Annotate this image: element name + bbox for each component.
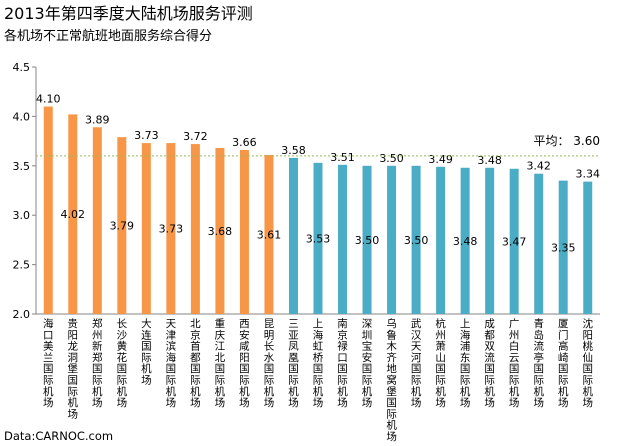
category-label: 昆明长水国际机场 xyxy=(264,318,275,409)
bar xyxy=(583,181,593,314)
data-label: 4.10 xyxy=(36,93,61,106)
bar xyxy=(288,157,298,314)
bars xyxy=(43,106,593,315)
chart-title: 2013年第四季度大陆机场服务评测 xyxy=(4,4,253,23)
category-label: 天津滨海国际机场 xyxy=(166,318,177,409)
category-label: 杭州萧山国际机场 xyxy=(435,317,446,409)
category-label: 沈阳桃仙国际机场 xyxy=(582,317,593,409)
data-label: 3.73 xyxy=(159,223,184,236)
data-label: 3.66 xyxy=(232,136,257,149)
category-label: 三亚凤凰国际机场 xyxy=(288,318,299,409)
category-label: 上海虹桥国际机场 xyxy=(313,318,324,409)
source-note: Data:CARNOC.com xyxy=(4,429,113,443)
category-label: 武汉天河国际机场 xyxy=(411,317,422,409)
bar xyxy=(387,165,397,314)
bar xyxy=(239,149,249,314)
bar xyxy=(117,137,127,314)
bar xyxy=(190,144,200,314)
bar xyxy=(68,114,78,314)
bar xyxy=(141,143,151,314)
bar xyxy=(436,166,446,314)
bar xyxy=(313,162,323,314)
bar xyxy=(362,165,372,314)
category-label: 长沙黄花国际机场 xyxy=(117,318,128,409)
category-label: 上海浦东国际机场 xyxy=(460,318,471,409)
category-label: 重庆江北国际机场 xyxy=(215,317,226,409)
average-label: 平均： 3.60 xyxy=(533,134,600,148)
data-label: 3.48 xyxy=(477,154,502,167)
y-tick-label: 4.0 xyxy=(13,110,31,123)
bar xyxy=(558,180,568,314)
bar xyxy=(411,165,421,314)
bar xyxy=(460,167,470,314)
data-label: 3.53 xyxy=(306,232,331,245)
category-label: 贵阳龙洞堡国际机场 xyxy=(68,317,79,420)
data-label: 3.50 xyxy=(404,234,429,247)
category-label: 西安咸阳国际机场 xyxy=(239,318,250,409)
category-label: 郑州新郑国际机场 xyxy=(92,317,103,409)
data-label: 3.42 xyxy=(526,160,551,173)
data-label: 3.50 xyxy=(355,234,380,247)
data-label: 3.47 xyxy=(502,235,527,248)
data-label: 3.61 xyxy=(257,228,282,241)
chart-subtitle: 各机场不正常航班地面服务综合得分 xyxy=(4,28,212,44)
category-label: 厦门高崎国际机场 xyxy=(558,318,569,409)
category-label: 大连国际机场 xyxy=(141,317,152,387)
data-label: 3.35 xyxy=(551,241,576,254)
x-axis-labels: 海口美兰国际机场 贵阳龙洞堡国际机场 郑州新郑国际机场 长沙黄花国际机场 大连国际机场 天… xyxy=(43,317,593,443)
category-label: 成都双流国际机场 xyxy=(484,318,495,409)
bar xyxy=(534,173,544,314)
y-tick-label: 2.0 xyxy=(13,308,31,321)
value-labels: 4.10 4.02 3.89 3.79 3.73 3.73 3.72 3.68 3.66 3.61… xyxy=(36,93,600,255)
data-label: 3.49 xyxy=(428,153,453,166)
y-tick-label: 3.0 xyxy=(13,209,31,222)
bar xyxy=(338,164,348,314)
bar xyxy=(264,154,274,314)
data-label: 3.73 xyxy=(134,129,159,142)
data-label: 3.68 xyxy=(208,225,233,238)
data-label: 4.02 xyxy=(61,208,86,221)
bar xyxy=(166,143,176,314)
category-label: 深圳宝安国际机场 xyxy=(362,318,373,409)
bar xyxy=(509,168,519,314)
bar xyxy=(485,167,495,314)
y-tick-label: 2.5 xyxy=(13,259,31,272)
data-label: 3.51 xyxy=(330,151,355,164)
bar xyxy=(92,127,102,314)
data-label: 3.79 xyxy=(110,220,135,233)
data-label: 3.89 xyxy=(85,113,110,126)
data-label: 3.58 xyxy=(281,144,306,157)
bar xyxy=(215,148,225,314)
category-label: 乌鲁木齐地窝堡国际机场 xyxy=(386,317,397,443)
category-label: 北京首都国际机场 xyxy=(190,318,201,409)
bar xyxy=(43,106,53,315)
data-label: 3.48 xyxy=(453,235,478,248)
y-tick-label: 4.5 xyxy=(13,61,31,74)
category-label: 广州白云国际机场 xyxy=(509,318,520,409)
category-label: 青岛流亭国际机场 xyxy=(533,317,544,409)
category-label: 海口美兰国际机场 xyxy=(43,317,54,409)
data-label: 3.50 xyxy=(379,152,404,165)
y-tick-label: 3.5 xyxy=(13,160,31,173)
category-label: 南京禄口国际机场 xyxy=(337,317,348,409)
y-axis: 2.0 2.5 3.0 3.5 4.0 4.5 xyxy=(13,61,600,321)
data-label: 3.72 xyxy=(183,130,208,143)
data-label: 3.34 xyxy=(575,168,600,181)
